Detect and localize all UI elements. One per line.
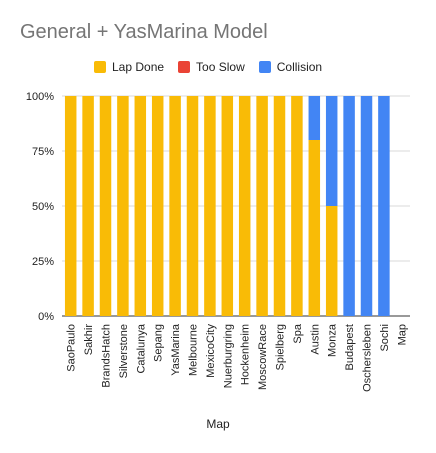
bar-collision	[308, 96, 321, 140]
y-tick-label: 25%	[32, 256, 54, 268]
bar-lap-done	[99, 96, 112, 316]
x-tick-label: Sakhir	[83, 324, 95, 356]
x-tick-label: Map	[396, 324, 408, 345]
bar-lap-done	[204, 96, 216, 316]
bar-lap-done	[273, 96, 286, 316]
x-tick-label: YasMarina	[170, 323, 182, 376]
x-tick-label: MoscowRace	[257, 324, 269, 390]
x-tick-label: Melbourne	[188, 324, 200, 376]
x-tick-label: Oschersleben	[362, 324, 374, 392]
bar-lap-done	[134, 96, 147, 316]
bar-lap-done	[169, 96, 181, 316]
x-tick-label: Austin	[309, 324, 321, 355]
x-tick-label: BrandsHatch	[101, 324, 113, 388]
y-tick-label: 100%	[26, 91, 54, 103]
legend-swatch-too-slow	[178, 61, 191, 73]
x-tick-label: MexicoCity	[205, 324, 217, 378]
bar-lap-done	[238, 96, 251, 316]
x-tick-label: Sepang	[153, 324, 165, 362]
x-tick-label: Monza	[327, 323, 339, 357]
legend-swatch-collision	[258, 61, 271, 73]
bar-lap-done	[117, 96, 129, 316]
x-tick-label: Catalunya	[135, 323, 147, 373]
bar-lap-done	[64, 96, 77, 316]
bar-collision	[343, 96, 355, 316]
bar-collision	[360, 96, 373, 316]
bar-lap-done	[291, 96, 303, 316]
x-tick-label: Budapest	[344, 324, 356, 370]
x-tick-label: Sochi	[379, 324, 391, 352]
legend-item-lap-done[interactable]: Lap Done	[94, 60, 164, 74]
bar-lap-done	[256, 96, 268, 316]
legend-item-too-slow[interactable]: Too Slow	[178, 60, 245, 74]
bar-lap-done	[308, 140, 321, 316]
x-tick-label: Hockenheim	[240, 324, 252, 385]
x-tick-label: Spa	[292, 323, 304, 343]
bar-lap-done	[325, 206, 338, 316]
bar-collision	[378, 96, 390, 316]
y-tick-label: 75%	[32, 146, 54, 158]
x-tick-label: Spielberg	[275, 324, 287, 370]
bar-lap-done	[151, 96, 164, 316]
legend-label-collision: Collision	[276, 60, 323, 74]
legend-label-lap-done: Lap Done	[112, 60, 165, 74]
legend-swatch-lap-done	[94, 61, 106, 73]
x-tick-label: Nuerburgring	[222, 324, 234, 388]
y-tick-label: 50%	[32, 201, 54, 213]
x-tick-label: SaoPaulo	[66, 324, 78, 372]
legend: Lap Done Too Slow Collision	[94, 58, 336, 76]
bar-lap-done	[221, 96, 234, 316]
x-axis-title: Map	[206, 417, 230, 431]
bar-collision	[325, 96, 338, 206]
bar-lap-done	[82, 96, 94, 316]
chart-title: General + YasMarina Model	[20, 21, 268, 43]
y-tick-label: 0%	[38, 311, 54, 323]
legend-item-collision[interactable]: Collision	[258, 60, 323, 74]
legend-label-too-slow: Too Slow	[196, 60, 245, 74]
x-tick-label: Silverstone	[118, 324, 130, 378]
bar-lap-done	[186, 96, 199, 316]
